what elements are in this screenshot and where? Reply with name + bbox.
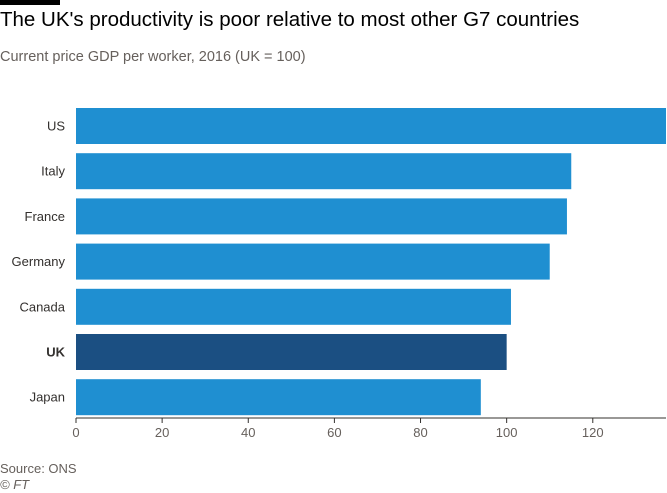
bar-japan (76, 379, 481, 416)
chart-subtitle: Current price GDP per worker, 2016 (UK =… (0, 49, 306, 65)
category-label-us: US (47, 119, 65, 134)
x-tick-label: 60 (327, 425, 341, 440)
category-label-italy: Italy (41, 164, 65, 179)
category-label-canada: Canada (19, 299, 65, 314)
category-label-uk: UK (46, 345, 65, 360)
category-label-germany: Germany (12, 254, 66, 269)
bar-france (76, 198, 567, 235)
bar-canada (76, 288, 511, 325)
bar-germany (76, 243, 550, 280)
x-tick-label: 40 (241, 425, 255, 440)
x-tick-label: 80 (413, 425, 427, 440)
credit-note: © FT (0, 477, 30, 492)
x-tick-label: 100 (496, 425, 518, 440)
bars-group (76, 108, 666, 416)
source-note: Source: ONS (0, 461, 77, 476)
bar-italy (76, 153, 572, 190)
category-labels: US Italy France Germany Canada UK Japan (12, 119, 66, 405)
x-tick-label: 20 (155, 425, 169, 440)
category-label-japan: Japan (30, 390, 65, 405)
bar-us (76, 108, 666, 144)
brand-rule (0, 0, 60, 5)
chart-title: The UK's productivity is poor relative t… (0, 8, 580, 31)
x-tick-label: 0 (72, 425, 79, 440)
category-label-france: France (25, 209, 65, 224)
x-tick-label: 120 (582, 425, 604, 440)
x-axis-ticks: 0 20 40 60 80 100 120 (72, 418, 604, 440)
bar-uk (76, 334, 507, 370)
